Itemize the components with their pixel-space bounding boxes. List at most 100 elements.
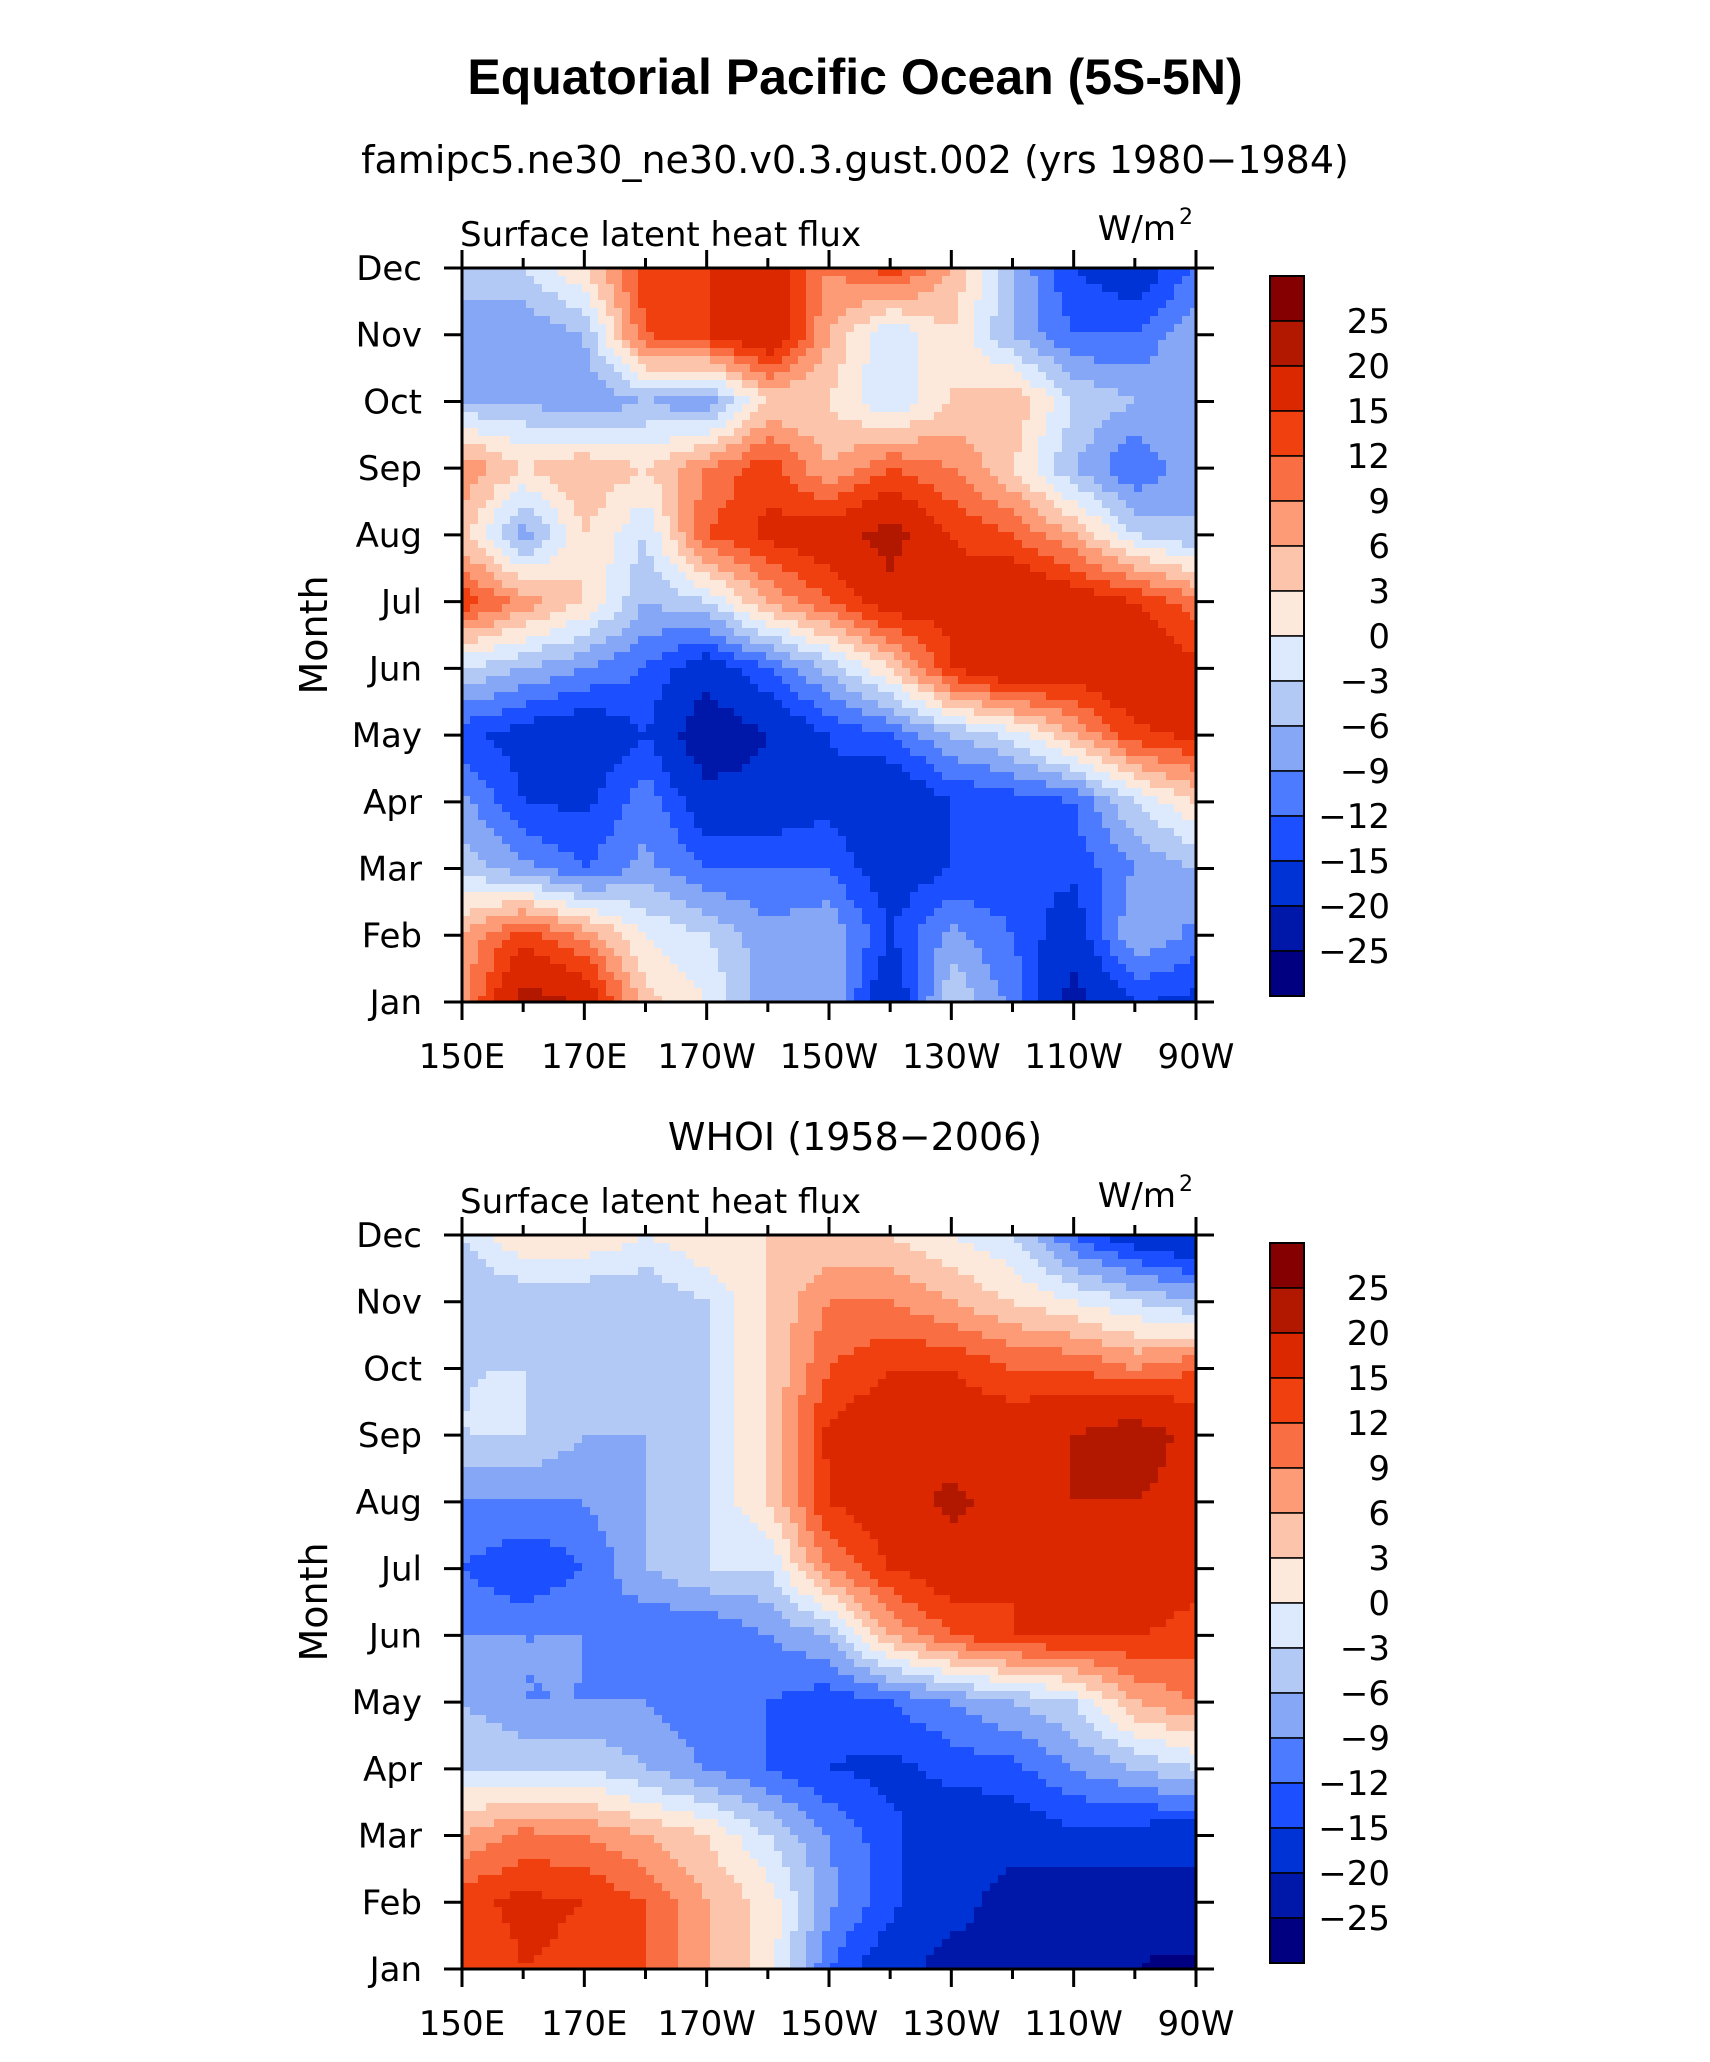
heat-cell [598, 436, 607, 445]
heat-cell [1118, 620, 1127, 629]
heat-cell [726, 548, 735, 557]
heat-cell [790, 444, 799, 453]
heat-cell [470, 516, 479, 525]
heat-cell [1134, 596, 1143, 605]
heat-cell [806, 572, 815, 581]
heat-cell [822, 620, 831, 629]
heat-cell [686, 356, 695, 365]
heat-cell [550, 412, 559, 421]
heat-cell [542, 580, 551, 589]
heat-cell [942, 604, 951, 613]
heat-cell [750, 316, 759, 325]
heat-cell [1046, 572, 1055, 581]
heat-cell [990, 492, 999, 501]
heat-cell [830, 636, 839, 645]
heat-cell [1062, 380, 1071, 389]
heat-cell [582, 684, 591, 693]
heat-cell [686, 644, 695, 653]
heat-cell [1094, 636, 1103, 645]
heat-cell [718, 452, 727, 461]
heat-cell [670, 596, 679, 605]
heat-cell [766, 444, 775, 453]
heat-cell [1174, 468, 1183, 477]
heat-cell [646, 332, 655, 341]
heat-cell [950, 340, 959, 349]
heat-cell [886, 444, 895, 453]
heat-cell [1134, 284, 1143, 293]
heat-cell [534, 604, 543, 613]
heat-cell [702, 564, 711, 573]
heat-cell [774, 668, 783, 677]
heat-cell [1070, 644, 1079, 653]
heat-cell [614, 444, 623, 453]
heat-cell [750, 532, 759, 541]
heat-cell [694, 652, 703, 661]
heat-cell [566, 476, 575, 485]
heat-cell [926, 508, 935, 517]
heat-cell [1022, 620, 1031, 629]
heat-cell [966, 388, 975, 397]
heat-cell [838, 684, 847, 693]
heat-cell [486, 308, 495, 317]
heat-cell [662, 628, 671, 637]
heat-cell [550, 500, 559, 509]
heat-cell [670, 316, 679, 325]
heat-cell [654, 548, 663, 557]
heat-cell [542, 508, 551, 517]
heat-cell [478, 556, 487, 565]
heat-cell [854, 340, 863, 349]
heat-cell [1190, 652, 1197, 661]
heat-cell [1054, 644, 1063, 653]
heat-cell [1102, 580, 1111, 589]
heat-cell [510, 396, 519, 405]
heat-cell [742, 396, 751, 405]
heat-cell [1070, 364, 1079, 373]
heat-cell [1102, 604, 1111, 613]
heat-cell [830, 444, 839, 453]
heat-cell [670, 340, 679, 349]
heat-cell [822, 404, 831, 413]
heat-cell [1174, 620, 1183, 629]
heat-cell [1134, 692, 1143, 701]
heat-cell [1142, 532, 1151, 541]
heat-cell [910, 596, 919, 605]
heat-cell [766, 372, 775, 381]
heat-cell [1046, 548, 1055, 557]
heat-cell [1118, 444, 1127, 453]
heat-cell [686, 652, 695, 661]
heat-cell [798, 284, 807, 293]
heat-cell [694, 676, 703, 685]
heat-cell [502, 492, 511, 501]
heat-cell [590, 644, 599, 653]
heat-cell [854, 620, 863, 629]
heat-cell [606, 460, 615, 469]
heat-cell [1166, 628, 1175, 637]
heat-cell [846, 412, 855, 421]
heat-cell [598, 452, 607, 461]
heat-cell [918, 684, 927, 693]
heat-cell [1038, 684, 1047, 693]
heat-cell [502, 364, 511, 373]
heat-cell [814, 668, 823, 677]
heat-cell [950, 692, 959, 701]
heat-cell [718, 516, 727, 525]
heat-cell [686, 268, 695, 277]
heat-cell [574, 532, 583, 541]
heat-cell [550, 420, 559, 429]
heat-cell [774, 476, 783, 485]
heat-cell [654, 476, 663, 485]
heat-cell [534, 436, 543, 445]
heat-cell [662, 516, 671, 525]
heat-cell [774, 364, 783, 373]
heat-cell [950, 388, 959, 397]
heat-cell [918, 492, 927, 501]
heat-cell [718, 660, 727, 669]
heat-cell [774, 684, 783, 693]
heat-cell [1102, 500, 1111, 509]
heat-cell [742, 476, 751, 485]
heat-cell [1110, 308, 1119, 317]
heat-cell [646, 652, 655, 661]
heat-cell [526, 684, 535, 693]
heat-cell [1134, 428, 1143, 437]
heat-cell [878, 484, 887, 493]
